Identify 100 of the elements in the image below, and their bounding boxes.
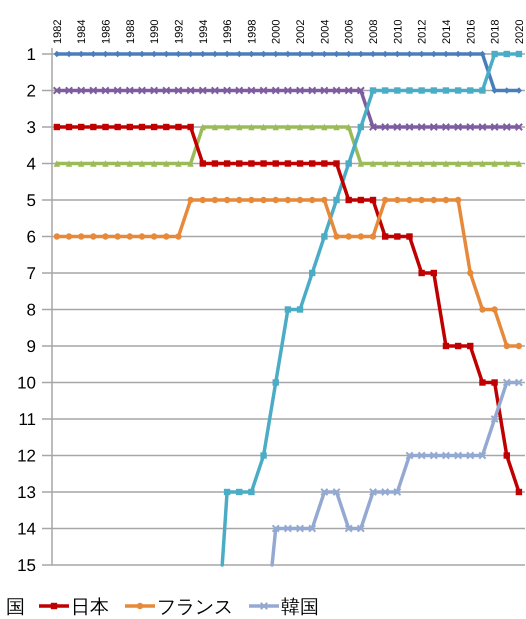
point (382, 233, 388, 240)
point (478, 451, 487, 460)
point (442, 160, 450, 167)
point (64, 86, 74, 95)
point (114, 233, 121, 240)
point (126, 86, 134, 95)
point (89, 86, 98, 95)
point (516, 488, 522, 496)
legend-label: フランス (157, 597, 233, 618)
point (333, 233, 340, 240)
x-tick-label: 2020 (514, 20, 526, 44)
point (296, 306, 304, 313)
point (272, 160, 279, 167)
y-tick-label: 12 (17, 446, 36, 466)
point (394, 233, 401, 240)
point (454, 342, 462, 350)
point (309, 196, 316, 204)
point (212, 160, 218, 167)
y-tick-label: 10 (17, 374, 36, 392)
y-tick-label: 14 (17, 520, 36, 538)
y-tick-label: 15 (17, 556, 36, 575)
x-tick-label: 2004 (319, 20, 332, 44)
point (90, 233, 97, 240)
point (417, 122, 426, 132)
point (247, 86, 256, 95)
point (430, 87, 438, 94)
point (502, 122, 511, 132)
point (284, 124, 292, 130)
y-tick-label: 5 (26, 191, 36, 210)
point (52, 86, 62, 95)
point (54, 233, 60, 240)
point (418, 196, 425, 204)
point (466, 122, 474, 132)
point (478, 122, 487, 132)
point (236, 488, 242, 496)
y-tick-label: 7 (26, 264, 36, 283)
legend-label: 韓国 (281, 597, 319, 618)
point (406, 196, 413, 204)
point (320, 86, 329, 95)
point (345, 233, 352, 240)
point (430, 122, 438, 132)
y-tick-label: 3 (26, 118, 36, 137)
point (260, 452, 267, 459)
point (442, 122, 450, 132)
point (90, 124, 97, 130)
point (248, 124, 255, 130)
point (163, 124, 170, 130)
point (479, 306, 486, 313)
x-tick-label: 2008 (368, 20, 380, 44)
point (491, 379, 498, 386)
point (200, 160, 206, 167)
text: 国 (6, 597, 25, 618)
point (186, 86, 195, 95)
point (502, 378, 511, 387)
point (248, 488, 255, 496)
point (358, 233, 364, 240)
x-tick-label: 2012 (416, 20, 429, 44)
point (163, 233, 170, 240)
y-tick-label: 8 (26, 300, 36, 320)
point (394, 196, 401, 204)
point (358, 196, 364, 204)
point (491, 160, 498, 167)
point (212, 124, 218, 130)
point (321, 196, 328, 204)
point (175, 233, 182, 240)
point (308, 86, 316, 95)
x-tick-label: 2000 (270, 20, 283, 44)
point (491, 306, 498, 313)
y-tick-label: 13 (17, 483, 36, 502)
point (491, 50, 498, 58)
point (382, 196, 388, 204)
point (393, 122, 402, 132)
point (126, 124, 134, 130)
point (380, 488, 390, 496)
point (332, 488, 341, 496)
point (272, 379, 279, 386)
point (138, 86, 146, 95)
point (514, 122, 524, 132)
point (320, 488, 329, 496)
point (138, 160, 146, 167)
point (430, 160, 438, 167)
y-tick-label: 4 (26, 154, 36, 174)
point (308, 524, 316, 533)
point (479, 87, 486, 94)
point (78, 124, 84, 130)
point (382, 87, 388, 94)
point (356, 86, 366, 95)
point (272, 524, 280, 533)
point (430, 451, 438, 460)
point (296, 524, 304, 533)
x-tick-label: 1992 (173, 20, 186, 44)
point (467, 270, 474, 276)
point (296, 160, 304, 167)
point (90, 160, 97, 167)
point (393, 488, 402, 496)
legend-label: 日本 (71, 597, 109, 618)
x-tick-label: 2006 (344, 20, 356, 44)
x-tick-label: 1982 (52, 20, 64, 44)
point (418, 160, 425, 167)
point (394, 87, 401, 94)
